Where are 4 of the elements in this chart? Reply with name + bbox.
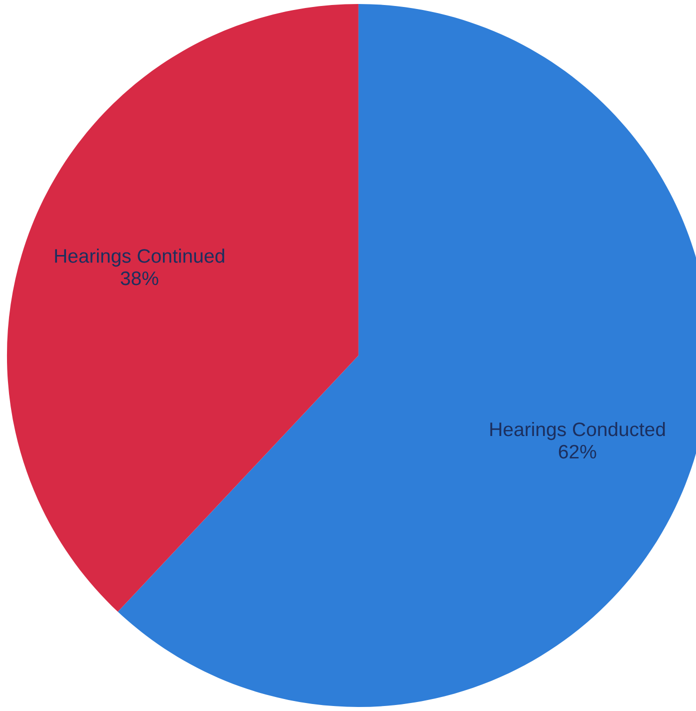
data-label: 62% bbox=[558, 444, 596, 459]
data-label: 38% bbox=[120, 271, 158, 286]
slice-label: Hearings Conducted bbox=[490, 422, 665, 440]
slice-label: Hearings Continued bbox=[55, 248, 224, 267]
